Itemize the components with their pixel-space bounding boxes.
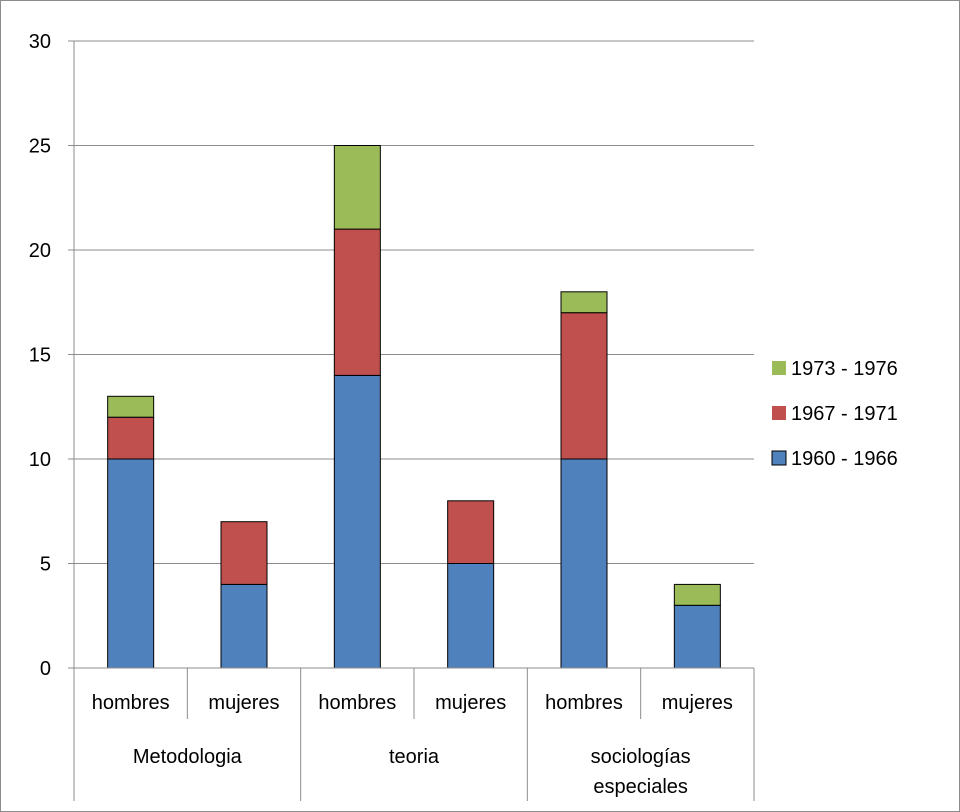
bar-segment (333, 374, 381, 669)
bar-segment (333, 228, 381, 376)
legend-label: 1967 - 1971 (791, 403, 898, 425)
legend-swatch (772, 406, 786, 420)
y-tick-labels: 0 5 10 15 20 25 30 (29, 31, 51, 680)
gridlines (74, 40, 754, 564)
bar-segment (220, 521, 268, 585)
group-label: sociologías (591, 746, 691, 768)
bar-segment (107, 395, 155, 418)
bar-segment (560, 458, 608, 669)
x-tick-label: mujeres (208, 692, 279, 714)
bar-segment (107, 416, 155, 460)
x-tick-label: hombres (545, 692, 623, 714)
axes (68, 40, 755, 801)
y-tick-label: 0 (40, 658, 51, 680)
legend-swatch (772, 361, 786, 375)
x-tick-label: mujeres (435, 692, 506, 714)
x-tick-labels: hombres mujeres hombres mujeres hombres mujer… (92, 692, 733, 798)
y-tick-label: 15 (29, 345, 51, 367)
group-label: teoria (389, 746, 440, 768)
legend-swatch (771, 450, 787, 466)
bar-segment (560, 312, 608, 460)
legend-label: 1960 - 1966 (791, 448, 898, 470)
x-tick-label: hombres (318, 692, 396, 714)
y-tick-label: 5 (40, 554, 51, 576)
bar-segment (447, 563, 495, 669)
bars (107, 145, 721, 669)
bar-segment (560, 291, 608, 314)
group-label: especiales (593, 776, 688, 798)
bar-segment (333, 145, 381, 230)
x-tick-label: mujeres (662, 692, 733, 714)
group-label: Metodologia (133, 746, 243, 768)
bar-segment (673, 604, 721, 669)
y-tick-label: 25 (29, 136, 51, 158)
legend-label: 1973 - 1976 (791, 358, 898, 380)
bar-segment (107, 458, 155, 669)
bar-segment (220, 583, 268, 669)
bar-segment (673, 583, 721, 606)
bar-segment (447, 500, 495, 564)
x-tick-label: hombres (92, 692, 170, 714)
legend: 1973 - 1976 1967 - 1971 1960 - 1966 (771, 358, 898, 470)
y-tick-label: 30 (29, 31, 51, 53)
y-tick-label: 10 (29, 449, 51, 471)
y-tick-label: 20 (29, 240, 51, 262)
